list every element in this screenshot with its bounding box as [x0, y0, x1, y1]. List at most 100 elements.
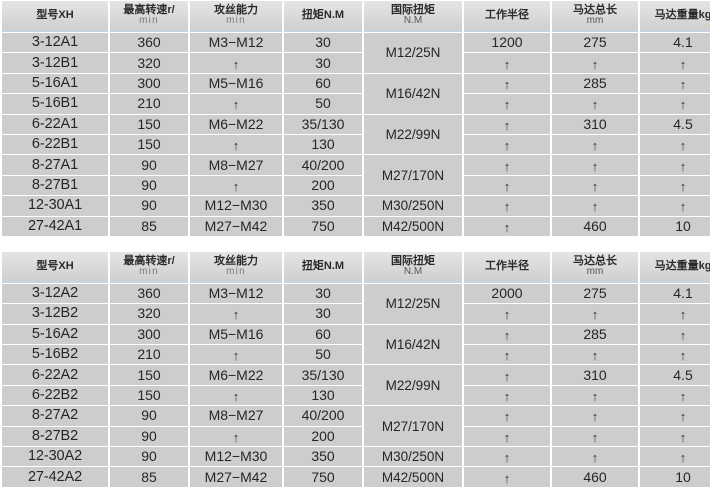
cell-speed: 90 [110, 447, 188, 467]
cell-torque: 60 [284, 73, 362, 94]
ditto-mark: ↑ [591, 409, 599, 425]
cell-model: 5-16A2 [2, 324, 108, 345]
ditto-mark: ↑ [232, 389, 240, 405]
cell-speed: 150 [110, 114, 188, 134]
table-header-2: 型号XH 最高转速r/min 攻丝能力 min 扭矩N.M 国际扭矩 N.M 工作半径 马达总长… [2, 251, 710, 283]
cell-mw: ↑ [640, 406, 710, 426]
cell-speed: 150 [110, 365, 188, 385]
column-header-model: 型号XH [2, 251, 108, 283]
cell-mw: ↑ [640, 73, 710, 94]
ditto-mark: ↑ [232, 307, 240, 323]
ditto-mark: ↑ [232, 138, 240, 154]
cell-tap: ↑ [190, 175, 282, 196]
cell-speed: 90 [110, 155, 188, 175]
ditto-mark: ↑ [232, 178, 240, 194]
ditto-mark: ↑ [679, 97, 687, 113]
cell-tap: M6−M22 [190, 365, 282, 385]
column-header-tap: 攻丝能力 min [190, 1, 282, 32]
cell-speed: 85 [110, 467, 188, 487]
cell-torque: 750 [284, 467, 362, 487]
cell-international-torque: M30/250N [364, 447, 462, 467]
cell-model: 6-22B1 [2, 134, 108, 155]
ditto-mark: ↑ [503, 158, 511, 174]
cell-tap: M5−M16 [190, 73, 282, 94]
cell-len: 285 [552, 73, 638, 94]
column-header-main: 最高转速r/ [123, 254, 175, 267]
column-header-main: 马达重量kg [654, 259, 710, 272]
cell-tap: ↑ [190, 134, 282, 155]
column-header-len: 马达总长 mm [552, 251, 638, 283]
cell-len: 275 [552, 283, 638, 304]
ditto-mark: ↑ [503, 56, 511, 72]
column-header-main: 攻丝能力 [214, 3, 258, 16]
cell-radius: ↑ [464, 73, 550, 94]
cell-len: ↑ [552, 304, 638, 324]
cell-len: 275 [552, 33, 638, 53]
cell-torque: 40/200 [284, 155, 362, 175]
ditto-mark: ↑ [679, 450, 687, 466]
cell-mw: ↑ [640, 304, 710, 324]
cell-tap: M6−M22 [190, 114, 282, 134]
column-header-main: 马达总长 [573, 254, 617, 267]
ditto-mark: ↑ [503, 429, 511, 445]
cell-tap: M3−M12 [190, 33, 282, 53]
ditto-mark: ↑ [679, 389, 687, 405]
column-header-main: 马达重量kg [654, 8, 710, 21]
ditto-mark: ↑ [503, 219, 511, 235]
cell-model: 27-42A2 [2, 467, 108, 487]
ditto-mark: ↑ [591, 348, 599, 364]
column-header-torque: 扭矩N.M [284, 251, 362, 283]
cell-mw: ↑ [640, 447, 710, 467]
cell-model: 6-22A1 [2, 114, 108, 134]
cell-model: 5-16B1 [2, 94, 108, 114]
cell-len: 460 [552, 216, 638, 236]
cell-radius: ↑ [464, 134, 550, 155]
column-header-sub: N.M [403, 265, 423, 277]
cell-speed: 150 [110, 134, 188, 155]
cell-model: 3-12B2 [2, 304, 108, 324]
ditto-mark: ↑ [503, 76, 511, 92]
cell-international-torque: M27/170N [364, 155, 462, 196]
cell-radius: ↑ [464, 304, 550, 324]
cell-speed: 90 [110, 406, 188, 426]
cell-model: 8-27B1 [2, 175, 108, 196]
cell-tap: M8−M27 [190, 406, 282, 426]
ditto-mark: ↑ [679, 56, 687, 72]
table-body-1: 3-12A1360M3−M1230M12/25N12002754.1123-12… [2, 33, 710, 236]
cell-speed: 300 [110, 324, 188, 345]
ditto-mark: ↑ [503, 389, 511, 405]
ditto-mark: ↑ [503, 327, 511, 343]
cell-tap: M3−M12 [190, 283, 282, 304]
cell-speed: 360 [110, 283, 188, 304]
cell-international-torque: M22/99N [364, 365, 462, 406]
table-header-1: 型号XH 最高转速r/min 攻丝能力 min 扭矩N.M 国际扭矩 N.M 工作半径 马达总长… [2, 1, 710, 32]
ditto-mark: ↑ [503, 97, 511, 113]
cell-torque: 30 [284, 283, 362, 304]
column-header-main: 攻丝能力 [214, 254, 258, 267]
column-header-sub: min [139, 14, 159, 26]
cell-speed: 90 [110, 426, 188, 447]
cell-mw: ↑ [640, 134, 710, 155]
header-row: 型号XH 最高转速r/min 攻丝能力 min 扭矩N.M 国际扭矩 N.M 工作半径 马达总长… [2, 1, 710, 32]
ditto-mark: ↑ [591, 158, 599, 174]
cell-tap: ↑ [190, 385, 282, 406]
ditto-mark: ↑ [503, 138, 511, 154]
column-header-main: 国际扭矩 [391, 254, 435, 267]
cell-torque: 200 [284, 175, 362, 196]
cell-international-torque: M30/250N [364, 196, 462, 216]
cell-len: 310 [552, 114, 638, 134]
cell-mw: 10 [640, 467, 710, 487]
cell-speed: 210 [110, 94, 188, 114]
cell-torque: 350 [284, 447, 362, 467]
cell-model: 3-12A1 [2, 33, 108, 53]
column-header-radius: 工作半径 [464, 251, 550, 283]
ditto-mark: ↑ [232, 97, 240, 113]
ditto-mark: ↑ [591, 138, 599, 154]
column-header-main: 最高转速r/ [123, 3, 175, 16]
cell-model: 8-27B2 [2, 426, 108, 447]
cell-model: 6-22B2 [2, 385, 108, 406]
cell-tap: ↑ [190, 345, 282, 365]
cell-speed: 90 [110, 175, 188, 196]
